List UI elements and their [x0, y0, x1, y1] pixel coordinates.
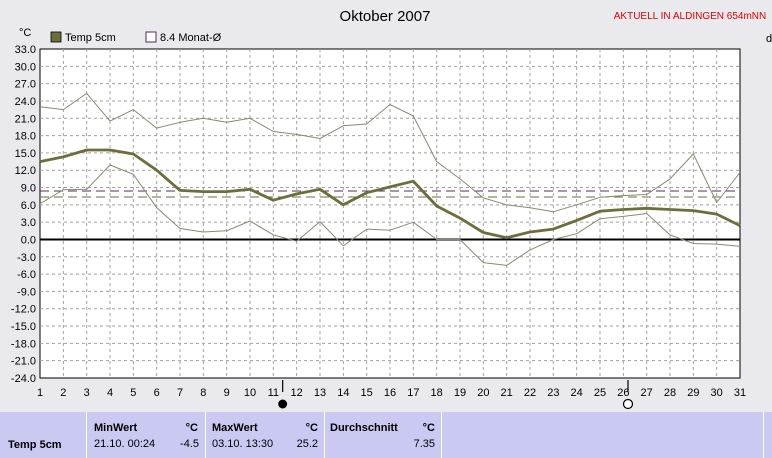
location-alert: AKTUELL IN ALDINGEN 654mNN — [614, 11, 766, 22]
y-tick-label: 0.0 — [21, 234, 36, 246]
x-tick-label: 1 — [37, 387, 43, 399]
x-axis-ticks: 1 2 3 4 5 6 7 8 9 10 11 12 13 14 15 16 17 18 19 20 21 22 23 24 2… — [37, 387, 746, 399]
y-tick-label: -15.0 — [11, 321, 36, 333]
temperature-chart: Oktober 2007 AKTUELL IN ALDINGEN 654mNN … — [11, 8, 772, 410]
x-tick-label: 19 — [454, 387, 466, 399]
min-unit: °C — [185, 422, 198, 434]
series — [39, 92, 741, 266]
x-tick-label: 24 — [571, 387, 583, 399]
legend-outlined-square-icon — [145, 31, 157, 43]
x-tick-label: 4 — [107, 387, 113, 399]
y-tick-label: -24.0 — [11, 373, 36, 385]
avg-unit: °C — [422, 422, 435, 434]
x-tick-label: 27 — [641, 387, 653, 399]
stats-scroll-edge — [764, 412, 772, 458]
legend-filled-square-icon — [50, 31, 62, 43]
y-tick-label: -18.0 — [11, 338, 36, 350]
x-tick-label: 22 — [524, 387, 536, 399]
y-tick-label: -9.0 — [17, 286, 36, 298]
min-header: MinWert — [94, 422, 138, 434]
x-tick-label: 6 — [154, 387, 160, 399]
y-tick-label: 30.0 — [15, 61, 36, 73]
x-tick-label: 28 — [664, 387, 676, 399]
y-tick-label: -3.0 — [17, 252, 36, 264]
x-tick-label: 23 — [547, 387, 559, 399]
x-tick-label: 13 — [314, 387, 326, 399]
x-tick-label: 14 — [337, 387, 349, 399]
x-tick-label: 11 — [268, 387, 279, 399]
reference-lines — [40, 190, 740, 198]
y-axis-unit: °C — [19, 27, 31, 39]
stats-max-cell: MaxWert °C 03.10. 13:30 25.2 — [206, 412, 325, 458]
y-tick-label: 15.0 — [15, 148, 36, 160]
full-moon-icon — [622, 398, 634, 410]
y-tick-label: 6.0 — [21, 200, 36, 212]
x-tick-label: 25 — [594, 387, 606, 399]
right-edge-label: d — [766, 33, 772, 45]
grid — [40, 49, 740, 378]
y-tick-label: -21.0 — [11, 356, 36, 368]
series-line-mean — [39, 148, 741, 240]
avg-value: 7.35 — [413, 438, 435, 450]
x-tick-label: 7 — [177, 387, 183, 399]
x-tick-label: 3 — [84, 387, 90, 399]
x-tick-label: 5 — [130, 387, 136, 399]
y-tick-label: 3.0 — [21, 217, 36, 229]
chart-title: Oktober 2007 — [340, 8, 431, 25]
x-tick-label: 20 — [477, 387, 489, 399]
series-line-min — [39, 164, 741, 266]
x-tick-label: 31 — [734, 387, 746, 399]
x-tick-label: 8 — [200, 387, 206, 399]
x-tick-label: 29 — [687, 387, 699, 399]
x-tick-label: 21 — [501, 387, 513, 399]
max-value: 25.2 — [296, 438, 318, 450]
stats-empty-cell — [442, 412, 764, 458]
y-tick-label: -12.0 — [11, 304, 36, 316]
y-tick-label: 33.0 — [15, 44, 36, 56]
stats-min-cell: MinWert °C 21.10. 00:24 -4.5 — [87, 412, 206, 458]
x-tick-label: 2 — [60, 387, 66, 399]
x-tick-label: 18 — [431, 387, 443, 399]
x-tick-label: 10 — [244, 387, 256, 399]
moon-markers — [278, 380, 634, 410]
x-tick-label: 9 — [224, 387, 230, 399]
min-value: -4.5 — [180, 438, 199, 450]
legend-label-monthly-average: 8.4 Monat-Ø — [160, 32, 222, 44]
x-tick-label: 17 — [407, 387, 419, 399]
y-tick-label: 21.0 — [15, 113, 36, 125]
avg-header: Durchschnitt — [330, 422, 398, 434]
max-header: MaxWert — [212, 422, 258, 434]
stats-row-label-cell: Temp 5cm — [0, 412, 87, 458]
y-tick-label: 9.0 — [21, 183, 36, 195]
stats-avg-cell: Durchschnitt °C 7.35 — [325, 412, 442, 458]
y-tick-label: 27.0 — [15, 79, 36, 91]
y-axis-ticks: 33.0 30.0 27.0 24.0 21.0 18.0 15.0 12.0 9.0 6.0 3.… — [11, 44, 36, 385]
stats-bar: Temp 5cm MinWert °C 21.10. 00:24 -4.5 Ma… — [0, 412, 772, 458]
y-tick-label: -6.0 — [17, 269, 36, 281]
new-moon-icon — [278, 399, 288, 409]
x-tick-label: 12 — [291, 387, 303, 399]
min-time: 21.10. 00:24 — [94, 438, 156, 450]
x-tick-label: 15 — [361, 387, 373, 399]
chart-area: Oktober 2007 AKTUELL IN ALDINGEN 654mNN … — [0, 0, 772, 412]
x-tick-label: 30 — [711, 387, 723, 399]
y-tick-label: 18.0 — [15, 131, 36, 143]
stats-row-label: Temp 5cm — [8, 439, 62, 451]
x-tick-label: 16 — [384, 387, 396, 399]
series-line-max — [39, 92, 741, 213]
x-tick-label: 26 — [617, 387, 629, 399]
max-unit: °C — [305, 422, 318, 434]
legend-label-temp-5cm: Temp 5cm — [65, 32, 116, 44]
max-time: 03.10. 13:30 — [212, 438, 274, 450]
y-tick-label: 24.0 — [15, 96, 36, 108]
y-tick-label: 12.0 — [15, 165, 36, 177]
